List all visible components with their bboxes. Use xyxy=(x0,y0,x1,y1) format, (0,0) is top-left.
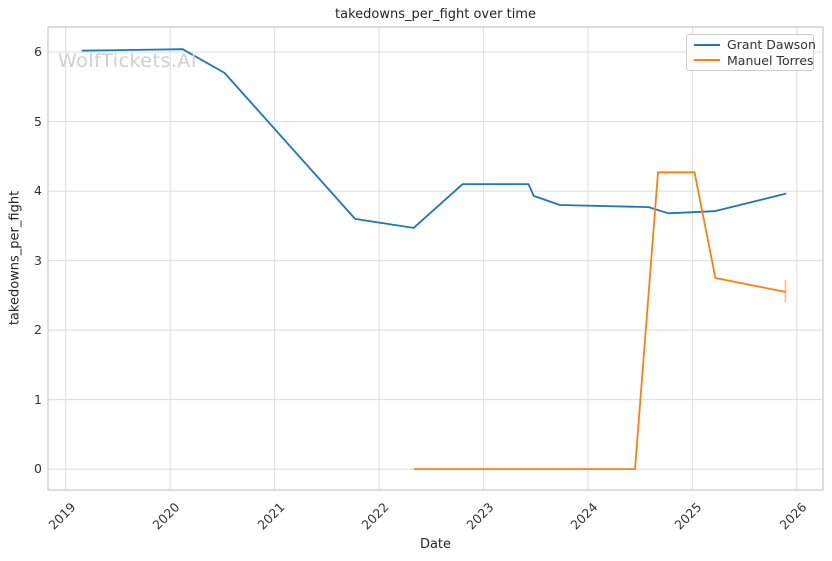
watermark: WolfTickets.AI xyxy=(58,50,198,72)
plot-border xyxy=(47,26,824,491)
series-line-grant-dawson xyxy=(81,48,787,229)
y-tick-label: 4 xyxy=(34,183,42,199)
legend-line-swatch-orange xyxy=(694,59,720,62)
legend-line-swatch-blue xyxy=(694,43,720,46)
y-axis-label: takedowns_per_fight xyxy=(7,190,23,326)
x-axis-label: Date xyxy=(419,537,452,552)
y-tick-label: 0 xyxy=(34,461,42,477)
chart-title: takedowns_per_fight over time xyxy=(335,7,536,22)
y-tick-label: 2 xyxy=(34,322,42,338)
y-tick-label: 3 xyxy=(34,252,42,268)
series-line-manuel-torres xyxy=(413,171,787,471)
legend-entry-grant-dawson: Grant Dawson xyxy=(694,37,816,52)
legend-entry-manuel-torres: Manuel Torres xyxy=(694,53,814,68)
y-tick-label: 6 xyxy=(34,44,42,60)
legend-label: Grant Dawson xyxy=(727,37,816,53)
y-tick-label: 5 xyxy=(34,113,42,129)
y-tick-label: 1 xyxy=(34,391,42,407)
legend-label: Manuel Torres xyxy=(727,52,814,68)
legend: Grant Dawson Manuel Torres xyxy=(686,34,816,71)
